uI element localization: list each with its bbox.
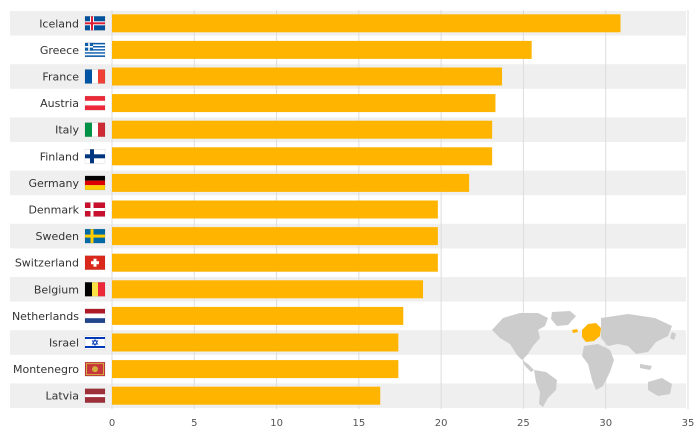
sweden-flag-icon xyxy=(84,228,106,244)
germany-flag-icon xyxy=(84,175,106,191)
bar-germany xyxy=(112,173,470,192)
netherlands-flag-icon xyxy=(84,308,106,324)
map-iceland xyxy=(572,329,578,333)
category-label: Sweden xyxy=(36,230,79,243)
x-tick-label: 5 xyxy=(191,418,197,429)
x-tick-label: 25 xyxy=(517,418,530,429)
bar-netherlands xyxy=(112,306,404,325)
category-labels: Iceland Greece France Austria Italy Finland Ge… xyxy=(12,17,80,402)
x-tick-label: 0 xyxy=(109,418,115,429)
category-label: Montenegro xyxy=(13,363,79,376)
bar-iceland xyxy=(112,14,621,33)
category-label: Latvia xyxy=(46,390,80,403)
map-europe xyxy=(582,323,601,342)
flags xyxy=(84,16,106,403)
category-label: Austria xyxy=(40,97,79,110)
bar-montenegro xyxy=(112,360,399,379)
category-label: Finland xyxy=(40,150,79,163)
map-central-america xyxy=(522,360,534,372)
bars xyxy=(112,14,621,405)
france-flag-icon xyxy=(84,69,106,84)
montenegro-flag-icon xyxy=(84,361,106,377)
x-tick-label: 15 xyxy=(352,418,365,429)
bar-latvia xyxy=(112,386,381,405)
austria-flag-icon xyxy=(84,95,106,111)
x-tick-label: 20 xyxy=(435,418,448,429)
map-africa xyxy=(582,344,614,390)
category-label: France xyxy=(42,71,79,84)
x-axis-ticks: 0 5 10 15 20 25 30 35 xyxy=(109,418,695,429)
bar-france xyxy=(112,67,503,86)
map-australia xyxy=(648,378,672,396)
italy-flag-icon xyxy=(84,122,106,137)
x-tick-label: 10 xyxy=(270,418,283,429)
x-tick-label: 35 xyxy=(682,418,695,429)
category-label: Germany xyxy=(28,177,79,190)
map-indonesia xyxy=(640,364,652,370)
map-japan xyxy=(670,332,676,340)
category-label: Italy xyxy=(55,124,79,137)
israel-flag-icon xyxy=(84,335,106,350)
belgium-flag-icon xyxy=(84,282,106,297)
finland-flag-icon xyxy=(84,149,106,164)
bar-finland xyxy=(112,147,493,166)
category-label: Iceland xyxy=(39,17,79,30)
map-asia xyxy=(601,314,672,354)
latvia-flag-icon xyxy=(84,388,106,403)
map-south-america xyxy=(534,370,557,407)
category-label: Switzerland xyxy=(15,257,79,270)
bar-greece xyxy=(112,40,532,59)
map-north-america xyxy=(492,313,548,360)
map-greenland xyxy=(551,311,576,326)
world-map-icon xyxy=(492,311,676,407)
bar-italy xyxy=(112,120,493,139)
iceland-flag-icon xyxy=(84,16,106,31)
denmark-flag-icon xyxy=(84,202,106,217)
switzerland-flag-icon xyxy=(84,255,106,270)
category-label: Netherlands xyxy=(12,310,79,323)
category-label: Israel xyxy=(49,337,79,350)
category-label: Greece xyxy=(40,44,79,57)
greece-flag-icon xyxy=(84,42,106,58)
bar-belgium xyxy=(112,280,424,299)
bar-denmark xyxy=(112,200,438,219)
bar-austria xyxy=(112,94,496,113)
bar-switzerland xyxy=(112,253,438,272)
category-label: Belgium xyxy=(34,283,79,296)
bar-israel xyxy=(112,333,399,352)
category-label: Denmark xyxy=(28,204,79,217)
bar-sweden xyxy=(112,227,438,246)
x-tick-label: 30 xyxy=(599,418,612,429)
